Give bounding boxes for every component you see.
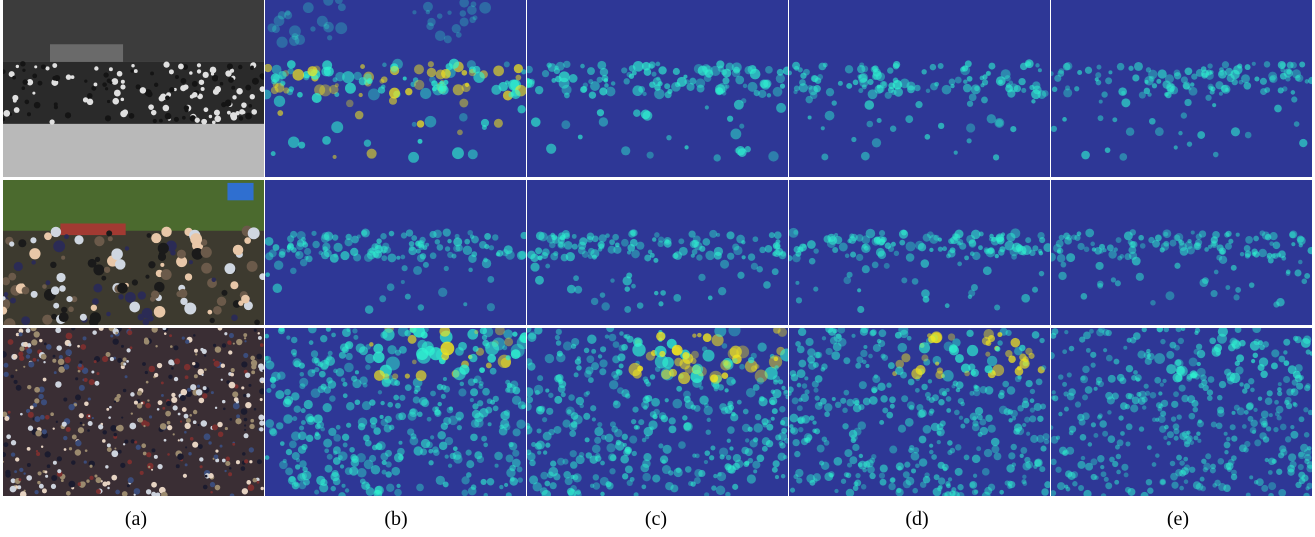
figure-grid [3,0,1312,496]
crowd-photo-row-1 [3,0,264,177]
density-map-row-3-col-3 [527,328,788,496]
density-map-row-3-col-4 [789,328,1050,496]
density-map-row-3-col-5 [1051,328,1312,496]
caption-c: (c) [644,508,668,530]
caption-e: (e) [1166,508,1190,530]
density-map-row-1-col-4 [789,0,1050,177]
density-map-row-3-col-2 [265,328,526,496]
crowd-photo-row-3 [3,328,264,496]
caption-d: (d) [905,508,929,530]
crowd-photo-row-2 [3,180,264,325]
density-map-row-2-col-3 [527,180,788,325]
density-map-row-2-col-2 [265,180,526,325]
density-map-row-1-col-3 [527,0,788,177]
density-map-row-2-col-4 [789,180,1050,325]
density-map-row-1-col-5 [1051,0,1312,177]
density-map-row-1-col-2 [265,0,526,177]
density-map-row-2-col-5 [1051,180,1312,325]
caption-b: (b) [384,508,408,530]
caption-a: (a) [124,508,148,530]
